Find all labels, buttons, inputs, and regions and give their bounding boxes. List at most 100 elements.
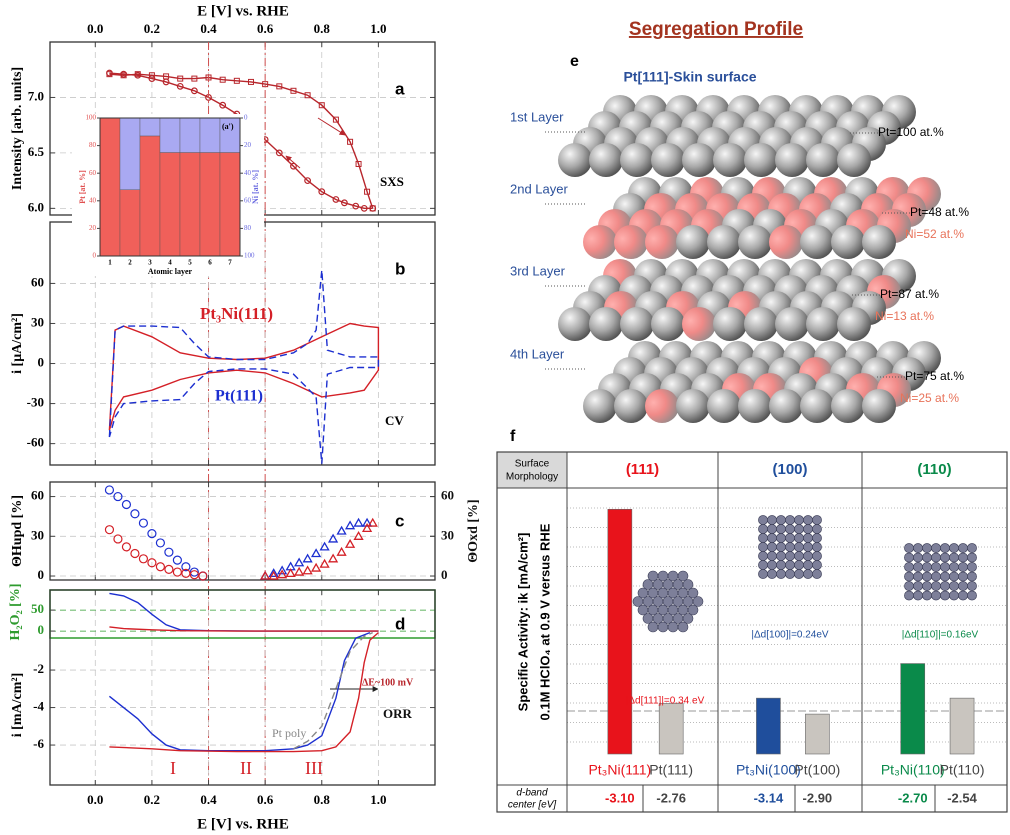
x-tick-label: 0.8 <box>314 21 331 36</box>
surface-atom <box>767 515 776 524</box>
d-band-value: -2.70 <box>898 790 928 805</box>
bar <box>120 118 140 190</box>
bar <box>100 118 120 256</box>
data-point <box>295 559 303 566</box>
surface-atom <box>931 591 940 600</box>
bar <box>659 703 683 754</box>
atom <box>769 389 803 423</box>
surface-atom <box>794 560 803 569</box>
atom <box>620 307 654 341</box>
x-tick-label: 0.6 <box>257 21 274 36</box>
x-tick-label: 4 <box>168 259 172 267</box>
atom <box>837 307 871 341</box>
category-label: Pt(110) <box>940 762 985 778</box>
annotation: ORR <box>383 706 413 721</box>
atom <box>744 143 778 177</box>
y2-tick-label: 30 <box>441 527 454 542</box>
surface-atom <box>922 562 931 571</box>
ni-fraction: Ni=25 at.% <box>900 391 959 405</box>
bar <box>756 698 780 754</box>
atom <box>800 225 834 259</box>
data-line <box>109 633 378 752</box>
d-band-value: -2.90 <box>803 790 833 805</box>
surface-atom <box>922 572 931 581</box>
surface-atom <box>776 533 785 542</box>
atom <box>806 143 840 177</box>
data-point <box>105 486 113 494</box>
data-point <box>122 501 130 509</box>
bar <box>200 118 220 153</box>
surface-atom <box>931 553 940 562</box>
header-label: Morphology <box>506 472 558 483</box>
surface-atom <box>913 572 922 581</box>
bar <box>180 118 200 153</box>
surface-atom <box>794 524 803 533</box>
surface-atom <box>678 622 688 632</box>
y-axis-title: Specific Activity: ik [mA/cm²] <box>515 533 530 712</box>
surface-atom <box>958 553 967 562</box>
data-point <box>355 519 363 526</box>
y2-axis-title: Ni [at. %] <box>251 170 260 204</box>
figure: E [V] vs. RHE E [V] vs. RHE Segregation … <box>0 0 1010 835</box>
surface-atom <box>776 542 785 551</box>
atom <box>862 389 896 423</box>
atom <box>862 225 896 259</box>
atom <box>558 307 592 341</box>
data-point <box>156 563 164 571</box>
annotation: SXS <box>380 174 404 189</box>
surface-atom <box>913 543 922 552</box>
surface-atom <box>785 542 794 551</box>
surface-atom <box>913 591 922 600</box>
y-tick-label: 7.0 <box>28 88 44 103</box>
data-point <box>295 568 303 575</box>
surface-atom <box>967 591 976 600</box>
x-tick-label: 0.2 <box>144 21 160 36</box>
surface-atom <box>803 515 812 524</box>
surface-atom <box>803 533 812 542</box>
surface-atom <box>812 542 821 551</box>
panel-label: e <box>570 53 579 70</box>
y-axis-title: Pt [at. %] <box>78 170 87 204</box>
surface-atom <box>812 533 821 542</box>
d-band-value: -2.76 <box>656 790 686 805</box>
x-tick-label: 5 <box>188 259 192 267</box>
bar <box>140 118 160 136</box>
y-tick-label: 6.5 <box>28 144 45 159</box>
annotation: I <box>170 758 176 778</box>
x-tick-label: 0.0 <box>87 792 103 807</box>
surface-atom <box>776 515 785 524</box>
bar <box>950 698 974 754</box>
surface-atom <box>785 551 794 560</box>
category-label: Pt(100) <box>794 762 840 778</box>
y-axis-title: i [μA/cm²] <box>10 313 25 374</box>
y-tick-label: 80 <box>89 141 97 149</box>
surface-atom <box>940 581 949 590</box>
surface-atom <box>913 553 922 562</box>
surface-atom <box>803 524 812 533</box>
surface-atom <box>940 543 949 552</box>
surface-atom <box>812 515 821 524</box>
surface-atom <box>785 560 794 569</box>
y2-tick-label: 100 <box>244 252 255 260</box>
ni-fraction: Ni=52 at.% <box>905 227 964 241</box>
atom <box>744 307 778 341</box>
atom <box>806 307 840 341</box>
annotation: |Δd[100]|=0.24eV <box>751 630 829 641</box>
surface-atom <box>758 551 767 560</box>
y-tick-label: -30 <box>27 395 44 410</box>
atom <box>620 143 654 177</box>
surface-atom <box>767 533 776 542</box>
group-header: (111) <box>626 461 659 478</box>
y-axis-title: i [mA/cm²] <box>10 673 25 737</box>
surface-atom <box>904 553 913 562</box>
y-tick-label: -60 <box>27 435 44 450</box>
atom <box>800 389 834 423</box>
pt-fraction: Pt=48 at.% <box>910 205 969 219</box>
surface-atom <box>776 524 785 533</box>
surface-atom <box>812 560 821 569</box>
category-label: Pt₃Ni(111) <box>588 762 651 778</box>
atom <box>713 307 747 341</box>
surface-atom <box>967 562 976 571</box>
y2-axis-title: ΘOxd [%] <box>466 499 481 562</box>
y-tick-label: -2 <box>33 661 44 676</box>
